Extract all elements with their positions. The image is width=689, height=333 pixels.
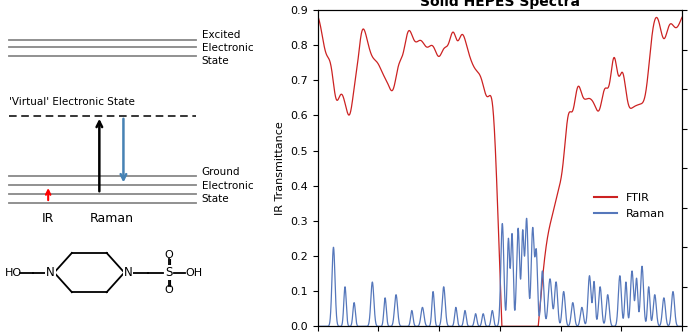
Line: FTIR: FTIR [318, 16, 682, 326]
Text: O: O [164, 250, 173, 260]
FTIR [355, 47, 363, 51]
FTIR [497, 324, 506, 328]
FTIR [469, 64, 477, 68]
Text: N: N [123, 266, 132, 279]
FTIR [313, 14, 322, 18]
Raman [522, 216, 531, 220]
Line: Raman: Raman [318, 218, 682, 326]
Raman [453, 316, 462, 320]
Text: Ground
Electronic
State: Ground Electronic State [202, 167, 254, 204]
Text: HO: HO [5, 267, 21, 278]
Raman [671, 310, 679, 314]
Text: OH: OH [186, 267, 203, 278]
Text: IR: IR [42, 212, 54, 225]
Text: Excited
Electronic
State: Excited Electronic State [202, 30, 254, 66]
FTIR [453, 39, 462, 43]
Raman [313, 324, 322, 328]
Raman [355, 324, 363, 328]
Text: 'Virtual' Electronic State: 'Virtual' Electronic State [9, 97, 135, 107]
Raman [469, 322, 477, 326]
Raman [632, 283, 640, 287]
Title: Solid HEPES Spectra: Solid HEPES Spectra [420, 0, 580, 9]
Text: Raman: Raman [90, 212, 134, 225]
Raman [377, 324, 385, 328]
FTIR [377, 67, 385, 71]
Text: N: N [46, 266, 55, 279]
FTIR [632, 104, 640, 108]
Text: O: O [164, 285, 173, 295]
Text: S: S [165, 266, 172, 279]
FTIR [671, 25, 679, 29]
Legend: FTIR, Raman: FTIR, Raman [590, 189, 669, 223]
Y-axis label: IR Transmittance: IR Transmittance [275, 121, 285, 215]
FTIR [678, 15, 686, 19]
Raman [678, 324, 686, 328]
